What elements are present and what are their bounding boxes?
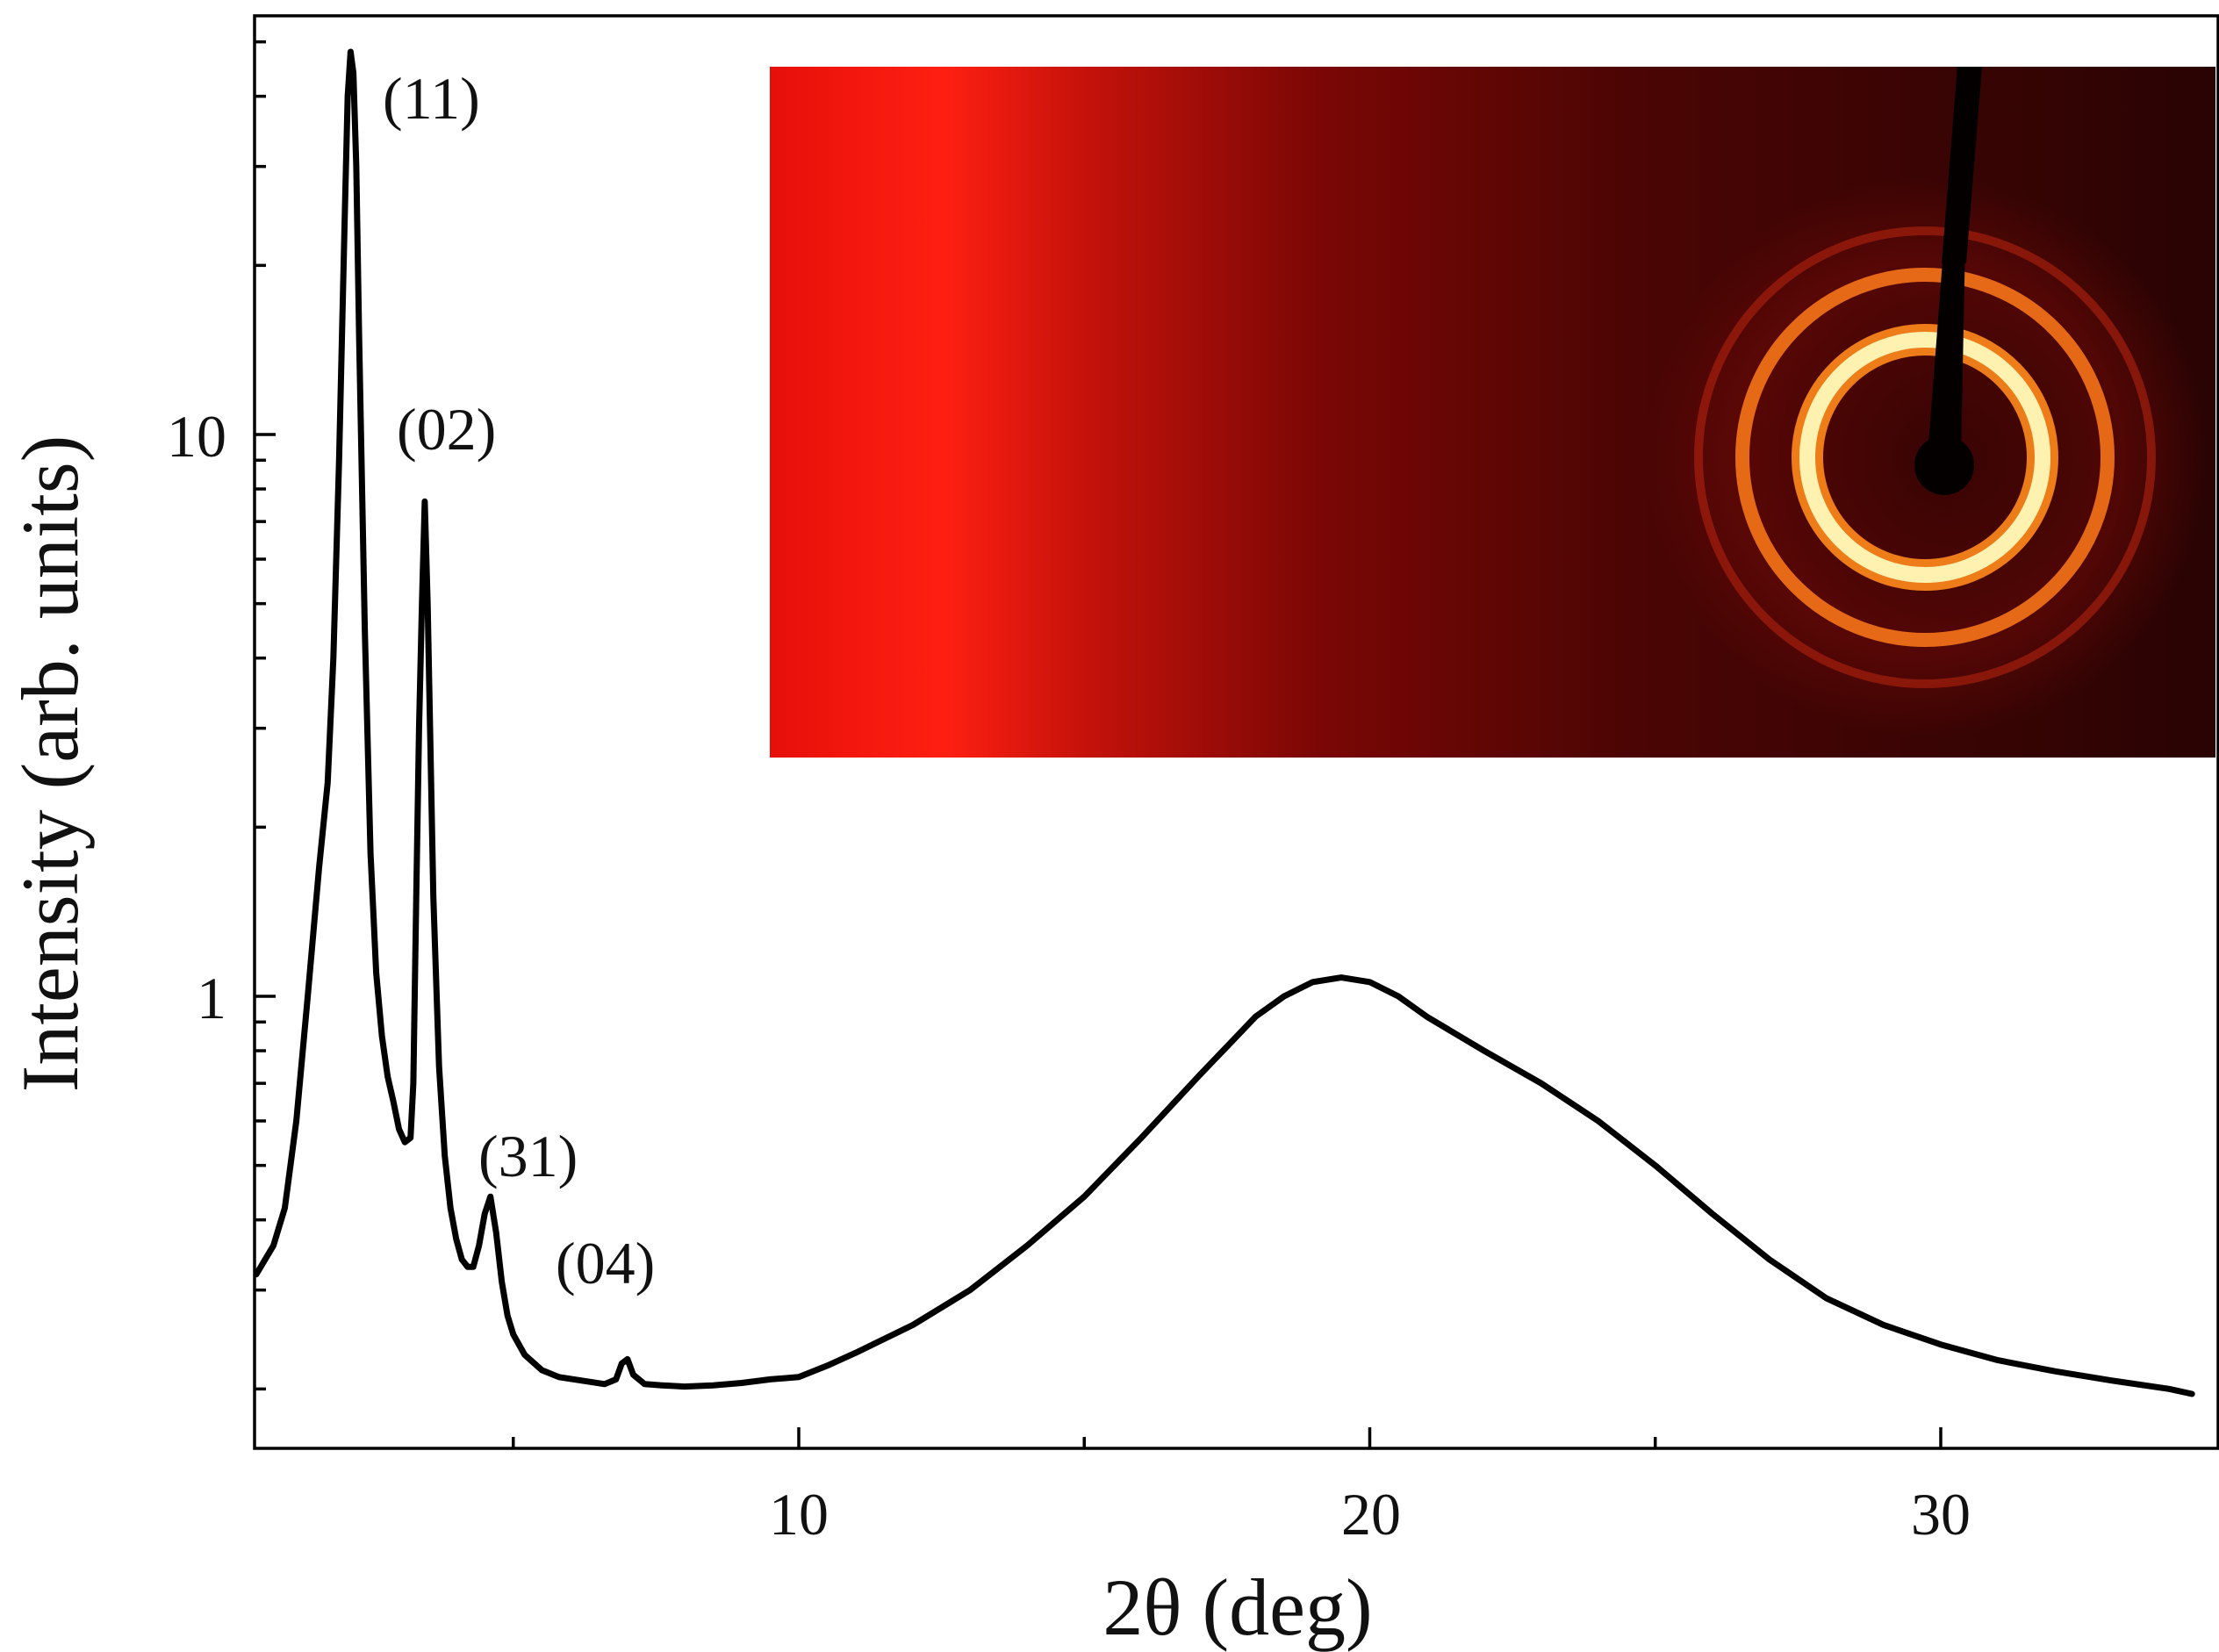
- inner-diffraction-ring: [1799, 332, 2050, 583]
- y-tick-label-1: 1: [197, 965, 226, 1031]
- x-axis-ticks: [512, 1427, 1943, 1448]
- peak-label-11: (11): [383, 65, 480, 132]
- beam-stop-tip: [1942, 67, 1982, 263]
- diffraction-pattern-inset: [770, 67, 2215, 758]
- peak-label-02: (02): [397, 396, 496, 463]
- plot-frame: [253, 14, 2219, 1450]
- peak-label-31: (31): [478, 1123, 578, 1189]
- outer-diffraction-ring: [1735, 268, 2115, 647]
- xrd-series-line: [255, 48, 2195, 1397]
- outer-faint-ring: [1694, 226, 2156, 688]
- y-tick-label-10: 10: [167, 403, 226, 470]
- x-axis-title: 2θ (deg): [1102, 1562, 1372, 1652]
- x-tick-label-20: 20: [1341, 1481, 1401, 1548]
- y-axis-ticks: [255, 40, 276, 1391]
- x-tick-label-30: 30: [1911, 1481, 1971, 1548]
- y-axis-title: Intensity (arb. units): [5, 435, 95, 1093]
- x-tick-label-10: 10: [769, 1481, 829, 1548]
- peak-label-04: (04): [556, 1230, 655, 1296]
